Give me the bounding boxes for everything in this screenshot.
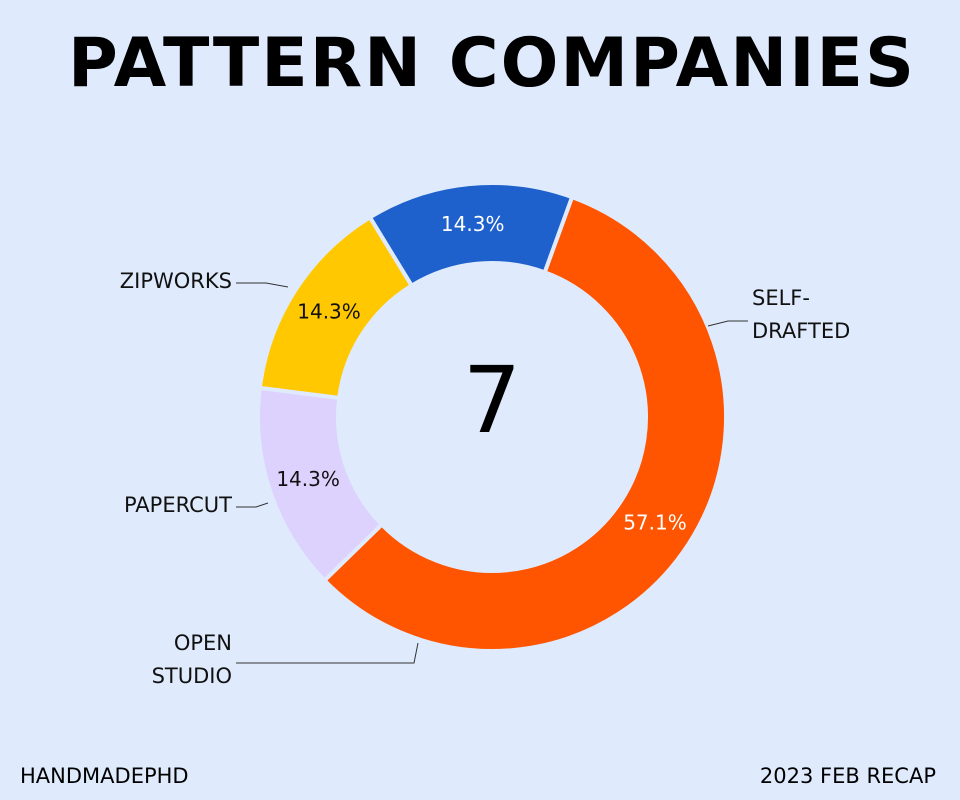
- category-label-line: SELF-: [752, 286, 810, 310]
- leader-line-zipworks: [236, 282, 289, 288]
- slice-zipworks: [367, 181, 575, 289]
- footer-right: 2023 FEB RECAP: [760, 764, 936, 788]
- category-label-zipworks: ZIPWORKS: [120, 269, 232, 293]
- category-label-open-studio: OPEN STUDIO: [152, 631, 232, 688]
- leader-lines: [236, 282, 748, 664]
- percent-label-zipworks: 14.3%: [441, 212, 505, 236]
- donut-slices: [256, 181, 728, 653]
- chart-title: PATTERN COMPANIES: [68, 24, 916, 103]
- category-label-line: PAPERCUT: [124, 493, 232, 517]
- leader-line-self-drafted: [707, 320, 748, 327]
- percent-label-self-drafted: 57.1%: [623, 510, 687, 534]
- percent-label-open-studio: 14.3%: [276, 467, 340, 491]
- leader-line-open-studio: [236, 642, 419, 664]
- category-label-line: STUDIO: [152, 664, 232, 688]
- category-label-papercut: PAPERCUT: [124, 493, 232, 517]
- category-label-self-drafted: SELF- DRAFTED: [752, 286, 850, 343]
- leader-line-papercut: [236, 502, 269, 508]
- center-total: 7: [463, 347, 522, 454]
- percent-label-papercut: 14.3%: [297, 300, 361, 324]
- category-label-line: DRAFTED: [752, 319, 850, 343]
- category-labels: SELF- DRAFTED OPEN STUDIO PAPERCUT ZIPWORKS: [120, 269, 851, 688]
- category-label-line: ZIPWORKS: [120, 269, 232, 293]
- category-label-line: OPEN: [174, 631, 232, 655]
- slice-self-drafted: [321, 194, 728, 653]
- footer-left: HANDMADEPHD: [20, 764, 189, 788]
- percent-labels: 57.1% 14.3% 14.3% 14.3%: [276, 212, 686, 534]
